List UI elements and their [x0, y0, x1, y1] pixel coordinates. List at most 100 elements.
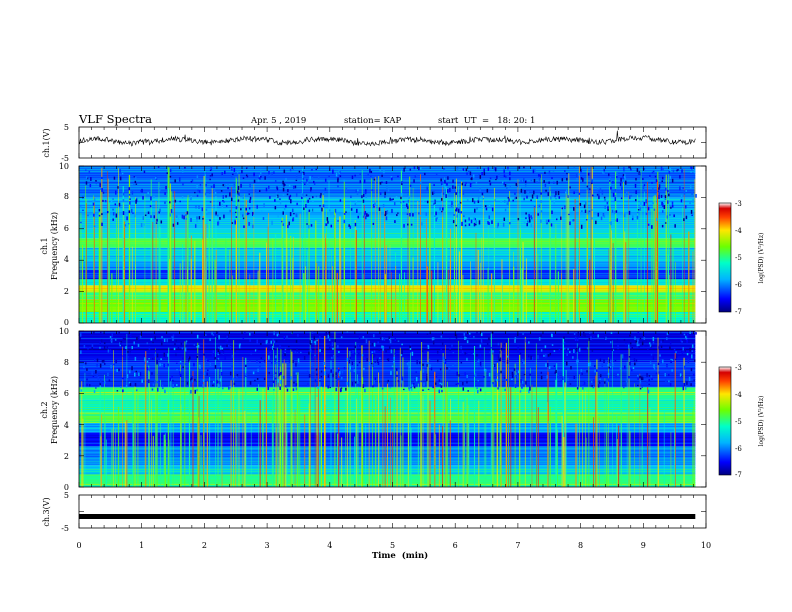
spectrogram-cell [133, 341, 135, 345]
time-axis-tick-6: 6 [453, 541, 458, 550]
spectrogram-cell [464, 184, 467, 187]
spectrogram-cell [374, 353, 376, 357]
spectrogram-cell [506, 355, 509, 358]
spectrogram-cell [679, 174, 681, 179]
spectrogram-cell [434, 199, 436, 204]
spectrogram-cell [655, 218, 658, 221]
spectrogram-cell [522, 333, 524, 335]
spectrogram-cell [229, 209, 231, 213]
spectrogram-cell [421, 222, 423, 226]
spectrogram-cell [465, 337, 467, 340]
spectrogram-cell [589, 361, 592, 366]
spectrogram-cell [219, 216, 221, 220]
spectrogram-cell [353, 369, 356, 372]
spectrogram-cell [503, 217, 506, 221]
spectrogram-cell [275, 195, 278, 198]
spectrogram-cell [514, 384, 517, 388]
spectrogram-cell [142, 216, 145, 220]
spectrogram-cell [636, 342, 639, 347]
spectrogram-cell [599, 380, 601, 383]
spectrogram-cell [309, 348, 312, 353]
spectrogram-cell [249, 332, 251, 336]
spectrogram-cell [614, 191, 617, 193]
spectrogram-cell [225, 195, 227, 198]
spectrogram-cell [85, 362, 87, 365]
spectrogram-cell [402, 201, 405, 203]
spectrogram-cell [485, 207, 488, 211]
spectrogram-cell [651, 378, 653, 380]
spectrogram-cell [466, 357, 468, 361]
spectrogram-cell [547, 219, 550, 223]
spectrogram-cell [440, 178, 442, 182]
spectrogram-cell [435, 374, 438, 378]
spectrogram-cell [651, 171, 654, 174]
spectrogram-cell [642, 345, 645, 348]
spectrogram-cell [198, 216, 201, 220]
spectrogram-cell [132, 212, 134, 214]
spectrogram-cell [245, 167, 248, 169]
spectrogram-cell [246, 191, 249, 194]
spectrogram-cell [175, 353, 177, 357]
spectrogram-cell [671, 369, 673, 372]
spectrogram-cell [340, 387, 343, 389]
spectrogram-cell [282, 194, 285, 197]
spectrogram-cell [156, 387, 159, 392]
spectrogram-cell [521, 359, 524, 362]
spectrogram-cell [543, 180, 545, 183]
spectrogram-cell [397, 380, 399, 383]
spectrogram-cell [350, 195, 352, 199]
spectrogram-cell [450, 203, 453, 207]
spectrogram-cell [322, 204, 325, 208]
spectrogram-cell [127, 350, 129, 354]
spectrogram-cell [591, 209, 593, 211]
spectrogram-cell [381, 345, 383, 349]
spectrogram-cell [643, 167, 645, 170]
spectrogram-cell [476, 360, 479, 363]
spectrogram-cell [396, 374, 398, 377]
spectrogram-cell [615, 210, 618, 213]
spectrogram-cell [583, 380, 586, 385]
ch3-ytick-bottom: -5 [61, 524, 69, 533]
spectrogram-cell [686, 333, 689, 337]
spectrogram-cell [464, 336, 466, 341]
spectrogram-cell [205, 208, 208, 211]
spectrogram-cell [685, 335, 687, 338]
spectrogram-cell [384, 213, 387, 217]
spectrogram-cell [619, 182, 622, 187]
spectrogram-cell [337, 220, 339, 222]
spectrogram-cell [356, 364, 359, 367]
spectrogram-cell [311, 175, 314, 178]
spectrogram-cell [275, 185, 278, 187]
spectrogram-cell [114, 203, 117, 206]
spectrogram-cell [524, 190, 526, 194]
spectrogram-cell [339, 371, 341, 375]
spectrogram-cell [164, 192, 166, 195]
spectrogram-cell [488, 372, 491, 377]
spectrogram-cell [79, 337, 81, 342]
spectrogram-cell [470, 178, 472, 180]
spectrogram-cell [224, 333, 227, 336]
spectrogram-cell [327, 332, 330, 336]
spectrogram-cell [441, 389, 443, 393]
spectrogram-cell [313, 182, 316, 185]
spectrogram-cell [371, 189, 373, 191]
spectrogram-cell [362, 336, 365, 339]
spectrogram-cell [338, 350, 340, 353]
spectrogram-cell [148, 346, 151, 350]
spectrogram-cell [673, 214, 675, 218]
spectrogram-cell [641, 386, 643, 388]
spectrogram-cell [426, 186, 428, 191]
spectrogram-cell [337, 185, 339, 188]
spectrogram-cell [685, 215, 688, 220]
spectrogram-cell [401, 192, 403, 196]
spectrogram-cell [457, 382, 459, 385]
spectrogram-cell [185, 340, 188, 342]
spectrogram-cell [273, 389, 275, 391]
spectrogram-cell [498, 372, 500, 374]
spectrogram-cell [651, 181, 653, 184]
spectrogram-cell [109, 336, 112, 339]
spectrogram-cell [573, 191, 575, 195]
spectrogram-cell [96, 358, 99, 363]
spectrogram-cell [629, 334, 631, 337]
spectrogram-cell [628, 166, 630, 169]
